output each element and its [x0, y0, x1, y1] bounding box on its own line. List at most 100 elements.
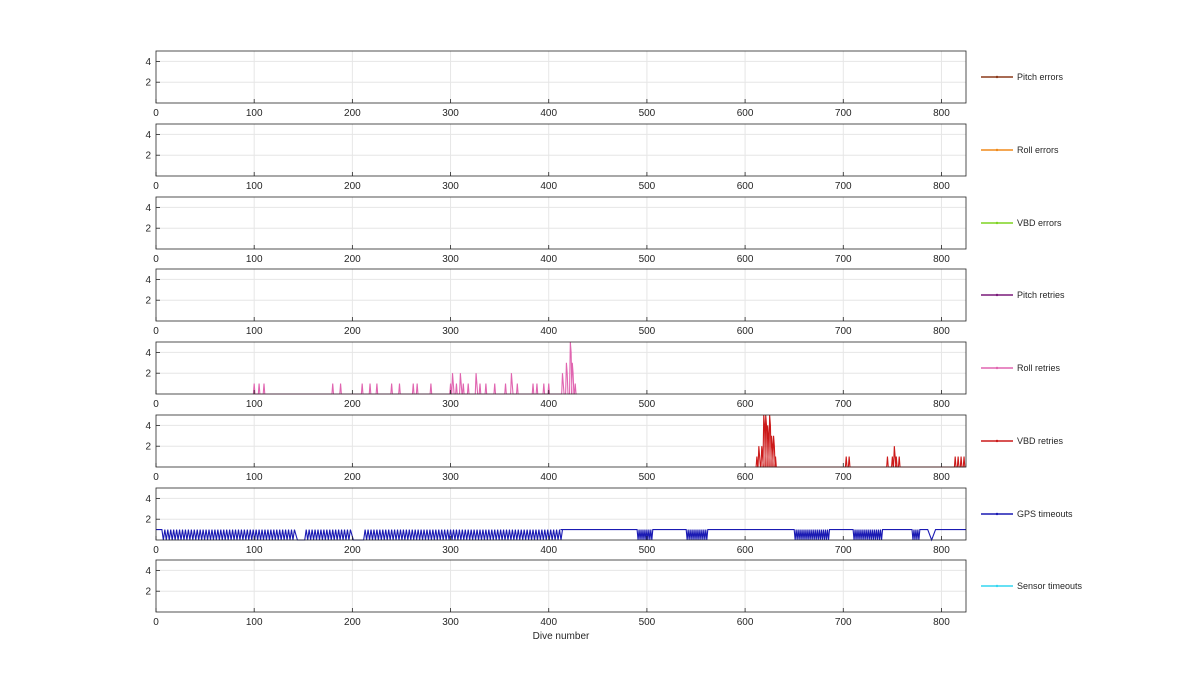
x-tick-label: 600: [737, 326, 754, 337]
x-tick-label: 200: [344, 108, 361, 119]
x-tick-label: 700: [835, 399, 852, 410]
x-tick-label: 500: [639, 472, 656, 483]
x-tick-label: 700: [835, 326, 852, 337]
x-tick-label: 200: [344, 254, 361, 265]
subplot-vbd-retries: 2 4 0 100 200 300 400 500 600 700 800 VBD retries: [145, 414, 1064, 483]
subplot-gps-timeouts: 2 4 0 100 200 300 400 500 600 700 800 GPS timeouts: [145, 487, 1073, 556]
x-tick-label: 200: [344, 326, 361, 337]
legend-marker-vbd-retries: [995, 439, 999, 443]
x-tick-label: 300: [442, 472, 459, 483]
x-tick-label: 200: [344, 472, 361, 483]
axes-box: [155, 50, 967, 104]
axes-box: [155, 341, 967, 395]
x-tick-label: 800: [933, 181, 950, 192]
subplot-pitch-errors: 2 4 0 100 200 300 400 500 600 700 800 Pitch errors: [145, 50, 1064, 119]
x-tick-label: 400: [540, 181, 557, 192]
x-tick-label: 600: [737, 254, 754, 265]
x-tick-label: 300: [442, 617, 459, 628]
x-tick-label: 300: [442, 399, 459, 410]
subplot-roll-errors: 2 4 0 100 200 300 400 500 600 700 800 Roll errors: [145, 123, 1059, 192]
axes-box: [155, 123, 967, 177]
axes-box: [155, 196, 967, 250]
x-tick-label: 600: [737, 181, 754, 192]
x-tick-label: 0: [153, 472, 159, 483]
x-tick-label: 100: [246, 326, 263, 337]
x-tick-label: 700: [835, 181, 852, 192]
x-tick-label: 0: [153, 545, 159, 556]
legend-label-pitch-errors: Pitch errors: [1017, 72, 1064, 82]
subplot-roll-retries: 2 4 0 100 200 300 400 500 600 700 800 Roll retries: [145, 341, 1061, 410]
legend-marker-sensor-timeouts: [995, 584, 999, 588]
x-tick-label: 800: [933, 108, 950, 119]
x-tick-label: 400: [540, 472, 557, 483]
y-tick-label: 4: [145, 494, 151, 505]
x-tick-label: 500: [639, 326, 656, 337]
x-tick-label: 100: [246, 108, 263, 119]
series-line-roll-retries: [252, 341, 577, 395]
y-tick-label: 4: [145, 421, 151, 432]
x-tick-label: 400: [540, 326, 557, 337]
x-tick-label: 700: [835, 617, 852, 628]
x-tick-label: 600: [737, 108, 754, 119]
axes-box: [155, 487, 967, 541]
legend-marker-roll-retries: [995, 366, 999, 370]
x-tick-label: 800: [933, 399, 950, 410]
subplot-sensor-timeouts: 2 4 0 100 200 300 400 500 600 700 800 Sensor timeou…: [145, 559, 1083, 628]
x-tick-label: 500: [639, 181, 656, 192]
legend-marker-pitch-errors: [995, 75, 999, 79]
legend-marker-pitch-retries: [995, 293, 999, 297]
x-tick-label: 0: [153, 326, 159, 337]
x-tick-label: 0: [153, 617, 159, 628]
x-tick-label: 700: [835, 108, 852, 119]
x-tick-label: 0: [153, 108, 159, 119]
subplot-pitch-retries: 2 4 0 100 200 300 400 500 600 700 800 Pitch retries: [145, 268, 1065, 337]
x-tick-label: 100: [246, 254, 263, 265]
y-tick-label: 2: [145, 587, 151, 598]
x-tick-label: 700: [835, 254, 852, 265]
y-tick-label: 4: [145, 348, 151, 359]
y-tick-label: 2: [145, 369, 151, 380]
y-tick-label: 4: [145, 203, 151, 214]
x-tick-label: 400: [540, 617, 557, 628]
x-tick-label: 800: [933, 326, 950, 337]
x-tick-label: 800: [933, 254, 950, 265]
x-tick-label: 0: [153, 181, 159, 192]
subplot-vbd-errors: 2 4 0 100 200 300 400 500 600 700 800 VBD errors: [145, 196, 1062, 265]
x-tick-label: 100: [246, 617, 263, 628]
legend-label-roll-errors: Roll errors: [1017, 145, 1059, 155]
series-line-vbd-retries: [755, 414, 966, 468]
series-line-gps-timeouts: [156, 529, 966, 542]
x-tick-label: 400: [540, 399, 557, 410]
x-tick-label: 500: [639, 399, 656, 410]
y-tick-label: 2: [145, 151, 151, 162]
y-tick-label: 4: [145, 130, 151, 141]
legend-label-roll-retries: Roll retries: [1017, 363, 1061, 373]
x-tick-label: 600: [737, 545, 754, 556]
y-tick-label: 4: [145, 57, 151, 68]
legend-marker-roll-errors: [995, 148, 999, 152]
y-tick-label: 2: [145, 296, 151, 307]
x-tick-label: 600: [737, 399, 754, 410]
x-tick-label: 400: [540, 254, 557, 265]
legend-label-gps-timeouts: GPS timeouts: [1017, 509, 1073, 519]
x-tick-label: 100: [246, 545, 263, 556]
x-tick-label: 100: [246, 399, 263, 410]
x-tick-label: 300: [442, 254, 459, 265]
axes-box: [155, 414, 967, 468]
y-tick-label: 2: [145, 224, 151, 235]
x-tick-label: 800: [933, 472, 950, 483]
x-tick-label: 300: [442, 326, 459, 337]
x-tick-label: 0: [153, 399, 159, 410]
x-tick-label: 500: [639, 617, 656, 628]
legend-label-vbd-retries: VBD retries: [1017, 436, 1064, 446]
x-tick-label: 600: [737, 617, 754, 628]
axes-box: [155, 268, 967, 322]
x-tick-label: 300: [442, 108, 459, 119]
x-tick-label: 500: [639, 545, 656, 556]
y-tick-label: 4: [145, 566, 151, 577]
legend-label-vbd-errors: VBD errors: [1017, 218, 1062, 228]
x-tick-label: 300: [442, 545, 459, 556]
x-tick-label: 200: [344, 545, 361, 556]
